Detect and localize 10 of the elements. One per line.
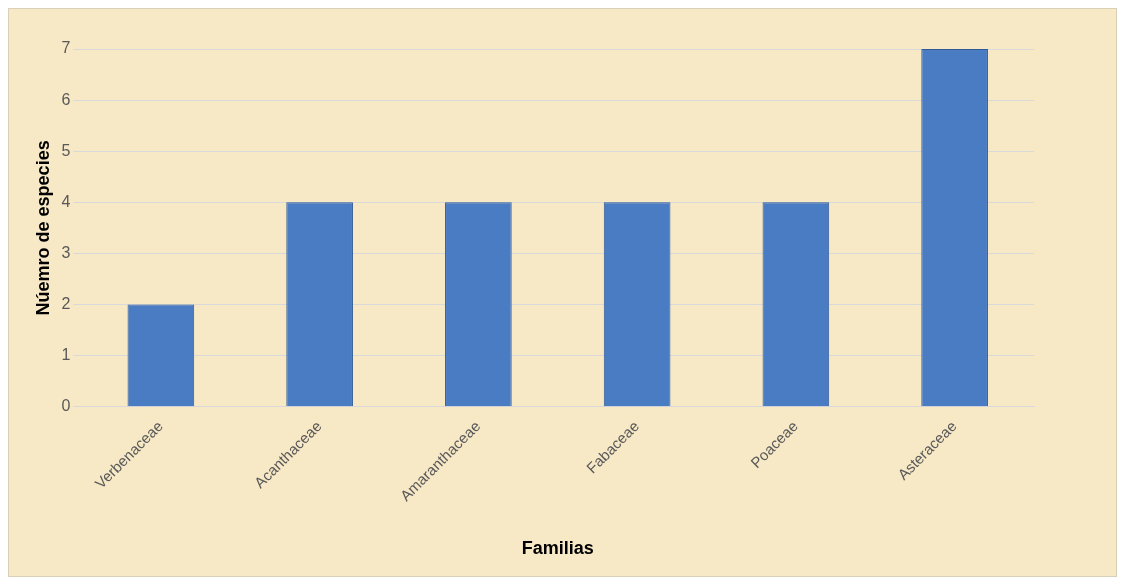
y-tick-label: 6 — [61, 90, 71, 108]
x-axis-title: Familias — [521, 538, 594, 559]
y-tick-label: 7 — [61, 39, 71, 57]
y-tick-label: 5 — [61, 141, 71, 159]
y-tick-label: 4 — [61, 192, 71, 210]
y-tick-label: 3 — [61, 243, 71, 261]
y-tick-label: 0 — [61, 397, 71, 415]
y-tick-label: 1 — [61, 346, 71, 364]
y-tick-label: 2 — [61, 294, 71, 312]
y-axis-title: Núemro de especies — [32, 140, 53, 316]
